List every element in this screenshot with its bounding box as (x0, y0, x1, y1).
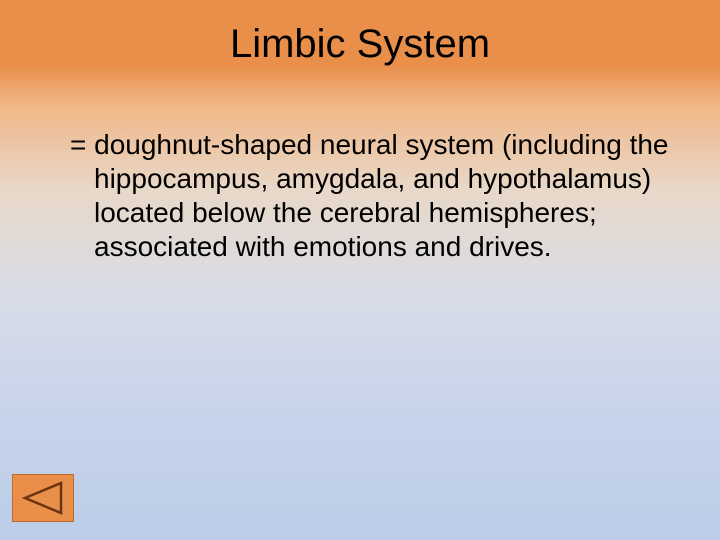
slide-title: Limbic System (0, 22, 720, 67)
slide-container: Limbic System = doughnut-shaped neural s… (0, 0, 720, 540)
back-button[interactable] (12, 474, 74, 522)
back-triangle-icon (21, 481, 65, 515)
slide-body-text: = doughnut-shaped neural system (includi… (42, 128, 670, 265)
slide-body: = doughnut-shaped neural system (includi… (42, 128, 670, 265)
